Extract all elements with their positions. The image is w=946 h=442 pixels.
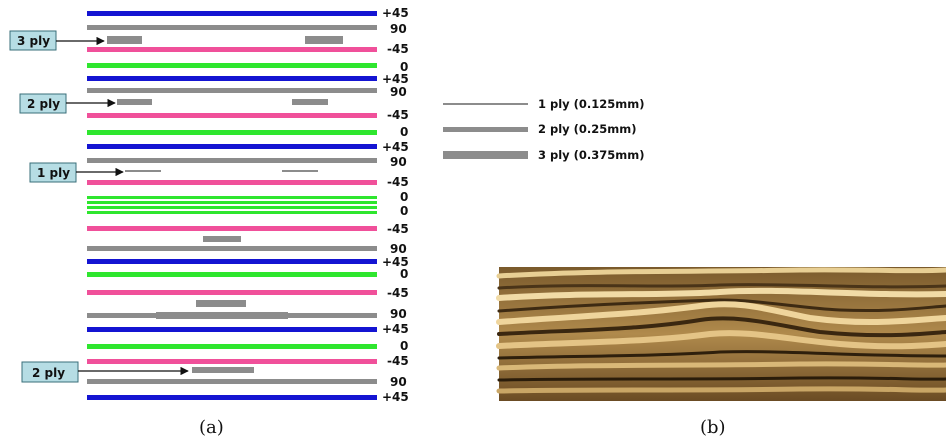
ply-drop-1-link <box>278 248 322 250</box>
ply-drop-1-link <box>195 160 247 162</box>
layer-stripe <box>87 113 377 118</box>
ply-drop-2-segment <box>322 246 377 251</box>
layer-stripe <box>87 290 377 295</box>
ply-drop-1-link <box>288 315 333 317</box>
angle-label: 0 <box>400 204 408 218</box>
ply-drop-2-segment <box>87 88 190 93</box>
layer-stripe <box>87 226 377 231</box>
layer-stripe <box>87 272 377 277</box>
callout-label: 2 ply <box>27 97 60 111</box>
callout-label: 2 ply <box>32 366 65 380</box>
ply-drop-1-link <box>109 315 156 317</box>
angle-label: 90 <box>390 307 407 321</box>
layer-stripe <box>87 327 377 332</box>
ply-drop-1-link <box>190 90 258 92</box>
ply-drop-3-segment <box>156 312 288 319</box>
legend-label: 3 ply (0.375mm) <box>538 148 645 162</box>
angle-label: 0 <box>400 267 408 281</box>
ply-drop-1-link <box>120 248 165 250</box>
angle-label: +45 <box>382 140 409 154</box>
ply-drop-2 <box>192 367 254 373</box>
layer-stripe <box>87 25 377 30</box>
angle-label: -45 <box>387 354 409 368</box>
angle-label: -45 <box>387 175 409 189</box>
micrograph-photo <box>496 267 946 401</box>
ply-drop-2 <box>292 99 328 105</box>
layer-stripe-extra <box>87 211 377 214</box>
ply-drop-2 <box>196 300 246 307</box>
layer-stripe <box>87 359 377 364</box>
angle-label: 0 <box>400 339 408 353</box>
callout-3ply: 3 ply <box>9 30 105 51</box>
ply-drop-1-segment <box>247 158 377 163</box>
legend-label: 1 ply (0.125mm) <box>538 97 645 111</box>
angle-label: -45 <box>387 42 409 56</box>
callout-2ply-upper: 2 ply <box>19 93 116 114</box>
callout-label: 3 ply <box>17 34 50 48</box>
angle-label: +45 <box>382 6 409 20</box>
layer-stripe <box>87 344 377 349</box>
angle-label: 0 <box>400 60 408 74</box>
angle-label: +45 <box>382 322 409 336</box>
caption-a: (a) <box>199 417 224 438</box>
ply-drops <box>87 36 377 373</box>
ply-drop-3 <box>305 36 343 44</box>
angle-label: +45 <box>382 255 409 269</box>
ply-drop-3 <box>107 36 142 44</box>
ply-drop-2 <box>117 99 152 105</box>
layer-stripe <box>87 259 377 264</box>
ply-drop-1 <box>282 170 318 172</box>
ply-drop-1-segment <box>87 158 195 163</box>
ply-stack: +45 90 -45 0 +45 90 -45 0 +45 90 -45 0 0… <box>9 6 409 404</box>
ply-drop-2-segment <box>165 246 278 251</box>
callout-label: 1 ply <box>37 166 70 180</box>
callout-1ply: 1 ply <box>29 162 124 183</box>
angle-label: -45 <box>387 222 409 236</box>
angle-label: 0 <box>400 190 408 204</box>
layer-stripe <box>87 196 377 199</box>
layer-stripe-extra <box>87 201 377 204</box>
layer-stripe <box>87 47 377 52</box>
legend-swatch-3ply <box>443 151 528 159</box>
legend-label: 2 ply (0.25mm) <box>538 122 637 136</box>
ply-drop-2-segment <box>87 313 109 318</box>
angle-label: +45 <box>382 390 409 404</box>
angle-label: -45 <box>387 108 409 122</box>
ply-drop-2-segment <box>258 88 377 93</box>
layer-stripe <box>87 395 377 400</box>
ply-drop-2-segment <box>333 313 377 318</box>
ply-drop-1 <box>125 170 161 172</box>
caption-b: (b) <box>700 417 726 438</box>
callout-box <box>21 361 79 383</box>
legend: 1 ply (0.125mm) 2 ply (0.25mm) 3 ply (0.… <box>443 97 645 162</box>
layer-stripe <box>87 180 377 185</box>
layer-stripe <box>87 130 377 135</box>
layer-stripe <box>87 144 377 149</box>
legend-swatch-2ply <box>443 127 528 132</box>
angle-label: 90 <box>390 375 407 389</box>
angle-label: 0 <box>400 125 408 139</box>
angle-label: 90 <box>390 85 407 99</box>
layer-stripe <box>87 379 377 384</box>
angle-label: 90 <box>390 22 407 36</box>
ply-drop-2-segment <box>87 246 120 251</box>
callout-2ply-lower: 2 ply <box>21 361 189 383</box>
legend-swatch-1ply <box>443 103 528 105</box>
ply-drop-2 <box>203 236 241 242</box>
angle-label: 90 <box>390 242 407 256</box>
layer-stripe <box>87 206 377 209</box>
layer-stripe <box>87 63 377 68</box>
angle-label: 90 <box>390 155 407 169</box>
layer-stripe <box>87 11 377 16</box>
layer-stripe <box>87 76 377 81</box>
angle-label: -45 <box>387 286 409 300</box>
angle-label: +45 <box>382 72 409 86</box>
